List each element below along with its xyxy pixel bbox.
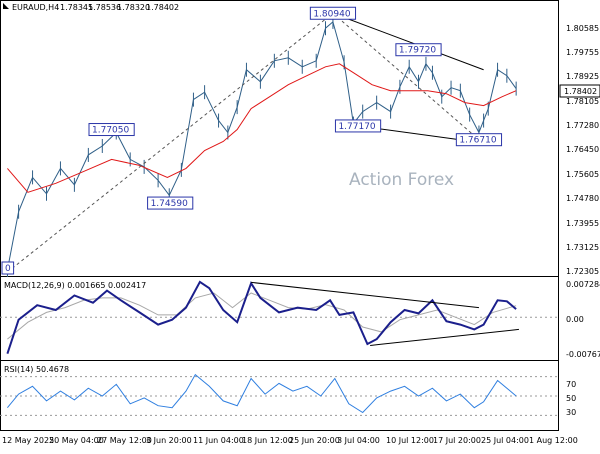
annotation-layer: 1.80940 1.79720 1.77050 1.77170 1.76710 1.745…	[1, 6, 503, 275]
time-tick: 3 Jul 04:00	[337, 436, 380, 445]
rsi-tick: 70	[566, 380, 576, 389]
macd-layer	[0, 280, 558, 355]
price-annotation-box	[395, 43, 442, 57]
price-annotation-box	[455, 133, 503, 147]
time-tick: 25 Jun 20:00	[289, 436, 340, 445]
price-tick: 1.75605	[566, 170, 599, 179]
macd-axis: 0.007284 0.00 -0.007675	[566, 280, 600, 359]
price-tick: 1.76450	[566, 145, 599, 154]
last-price-box	[559, 84, 600, 98]
ohlc-open: 1.78345	[60, 3, 93, 12]
rsi-tick: 30	[566, 408, 576, 417]
macd-trendline	[370, 328, 519, 346]
price-axis: 1.80585 1.79755 1.78925 1.78105 1.77280 …	[566, 24, 599, 276]
trendline	[332, 12, 484, 71]
macd-tick: -0.007675	[566, 350, 600, 359]
time-tick: 18 Jun 12:00	[242, 436, 293, 445]
last-price-label: 1.78402	[564, 87, 597, 96]
price-tick: 1.73125	[566, 243, 599, 252]
time-tick: 12 May 2025	[2, 436, 54, 445]
time-tick: 11 Jun 04:00	[193, 436, 244, 445]
rsi-tick: 50	[566, 394, 576, 403]
price-annotation-box	[147, 196, 194, 210]
time-tick: 20 May 04:00	[49, 436, 104, 445]
rsi-layer	[0, 373, 558, 416]
price-annotation-label: 1.77170	[338, 122, 375, 132]
macd-trendline	[251, 281, 480, 309]
time-tick: 3 Jun 20:00	[146, 436, 192, 445]
price-header: EURAUD,H4 1.78345 1.78536 1.78320 1.7840…	[3, 3, 179, 12]
price-annotation-box	[334, 119, 382, 133]
price-series-layer	[6, 14, 517, 278]
price-annotation-box	[88, 123, 135, 137]
rsi-line	[7, 373, 517, 414]
rsi-panel	[0, 360, 559, 431]
time-tick: 17 Jul 20:00	[433, 436, 481, 445]
dropdown-triangle-icon	[3, 3, 9, 9]
ohlc-close: 1.78402	[146, 3, 179, 12]
macd-tick: 0.007284	[566, 280, 600, 289]
price-annotation-label: 1.74590	[151, 199, 188, 209]
time-tick: 25 Jul 04:00	[481, 436, 529, 445]
price-annotation-label: 1.79720	[399, 46, 436, 56]
price-annotation-box	[309, 6, 357, 20]
last-price-marker: 1.78402	[559, 84, 600, 98]
price-line	[6, 21, 517, 271]
price-annotation-label: 1.76710	[459, 136, 496, 146]
price-annotation-label: 0	[5, 264, 11, 274]
macd-tick: 0.00	[566, 315, 584, 324]
price-tick: 1.78105	[566, 97, 599, 106]
rsi-axis: 70 50 30	[566, 380, 576, 417]
price-annotation-label: 1.80940	[313, 9, 350, 19]
macd-line	[6, 280, 517, 355]
time-tick: 10 Jul 12:00	[386, 436, 434, 445]
time-axis: 12 May 2025 20 May 04:00 27 May 12:00 3 …	[2, 436, 578, 445]
price-annotation-box	[1, 261, 15, 275]
price-tick: 1.73955	[566, 219, 599, 228]
time-tick: 1 Aug 12:00	[529, 436, 578, 445]
dashed-trendline	[7, 12, 334, 273]
rsi-title: RSI(14) 50.4678	[4, 365, 69, 374]
price-tick: 1.74780	[566, 194, 599, 203]
time-tick: 27 May 12:00	[97, 436, 152, 445]
price-tick: 1.78925	[566, 72, 599, 81]
watermark-text: Action Forex	[349, 170, 454, 190]
moving-average-line	[7, 63, 517, 193]
dashed-trendline	[332, 12, 480, 141]
price-tick: 1.72305	[566, 267, 599, 276]
macd-title: MACD(12,26,9) 0.001665 0.002417	[4, 281, 146, 290]
price-tick: 1.80585	[566, 24, 599, 33]
symbol-label: EURAUD,H4	[12, 3, 59, 12]
price-tick: 1.77280	[566, 121, 599, 130]
moving-average-layer	[7, 63, 517, 193]
price-tick: 1.79755	[566, 48, 599, 57]
ohlc-high: 1.78536	[88, 3, 121, 12]
ohlc-low: 1.78320	[117, 3, 150, 12]
price-annotation-label: 1.77050	[92, 126, 129, 136]
